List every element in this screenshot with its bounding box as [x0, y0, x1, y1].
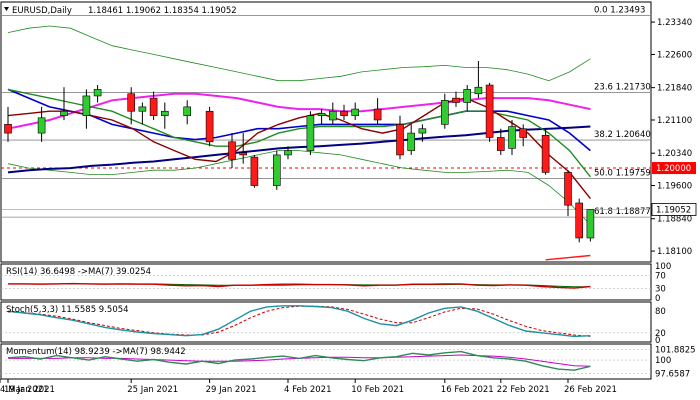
candle-body: [452, 97, 460, 103]
rsi-axis-label: 0: [655, 294, 660, 304]
momentum-line: [7, 350, 591, 371]
candle-body: [418, 128, 427, 134]
current-price-frame: [651, 203, 697, 216]
candle-body: [93, 89, 102, 97]
level-label-1.20000: 1.20000: [656, 164, 691, 174]
candle-body: [183, 106, 191, 116]
rsi-line: [8, 282, 591, 289]
price-tick-label: 1.23340: [657, 18, 692, 28]
rsi-panel: [0, 263, 652, 301]
candle-body: [407, 132, 416, 151]
x-tick-label: 16 Feb 2021: [441, 385, 494, 395]
stoch-label: Stoch(5,3,3) 11.5585 9.5054: [6, 305, 129, 315]
price-tick-label: 1.22600: [657, 50, 692, 60]
candle-body: [463, 89, 472, 103]
x-tick-label: 10 Feb 2021: [351, 385, 404, 395]
price-tick-label: 1.21100: [657, 116, 692, 126]
candle-body: [340, 110, 348, 116]
candle-body: [161, 110, 169, 116]
candle-body: [485, 84, 494, 138]
candle-body: [205, 110, 214, 143]
candle-body: [317, 113, 326, 116]
candle-body: [564, 172, 572, 206]
stoch-axis-label: 20: [655, 329, 666, 339]
candle-body: [396, 124, 404, 156]
candle-body: [82, 95, 91, 116]
symbol-title: EURUSD,Daily: [12, 6, 72, 16]
candle-body: [228, 141, 236, 160]
rsi-label: RSI(14) 36.6498 ->MA(7) 39.0254: [6, 267, 151, 277]
x-tick-label: 19 Jan 2021: [4, 385, 55, 395]
price-tick-label: 1.21840: [657, 84, 692, 94]
stoch-axis-label: 0: [655, 336, 660, 346]
candle-body: [149, 97, 158, 116]
candle-body: [541, 134, 550, 173]
price-axis: 1.23340 1.22600 1.21840 1.21100 1.20340 1.196…: [651, 18, 697, 257]
candle-body: [239, 152, 247, 156]
price-tick-label: 1.18840: [657, 215, 692, 225]
main-panel: [0, 1, 652, 263]
price-tick-label: 1.20340: [657, 149, 692, 159]
price-tick-label: 1.18100: [657, 247, 692, 257]
price-tick-label: 1.19600: [657, 182, 692, 192]
fibo-label: 0.0 1.23493: [594, 5, 645, 15]
candles: [4, 60, 595, 243]
momentum-axis-label: 101.8825: [655, 345, 696, 355]
candle-body: [138, 106, 147, 112]
ohlc-values: 1.18461 1.19062 1.18354 1.19052: [88, 6, 237, 16]
x-tick-label: 25 Jan 2021: [127, 385, 178, 395]
candle-body: [474, 86, 483, 95]
momentum-label: Momentum(14) 98.9239 ->MA(7) 98.9442: [6, 347, 186, 357]
candle-body: [37, 117, 46, 134]
candle-body: [328, 110, 337, 121]
candle-body: [284, 150, 292, 156]
candle-body: [60, 110, 68, 116]
x-tick-label: 4 Feb 2021: [284, 385, 332, 395]
momentum-axis-label: 97.6587: [655, 369, 690, 379]
candle-body: [272, 154, 281, 186]
candle-body: [373, 108, 382, 121]
bollinger-upper: [7, 25, 591, 82]
stoch-panel: [0, 301, 652, 343]
candle-body: [250, 156, 259, 186]
candle-body: [127, 93, 135, 112]
candle-body: [306, 115, 315, 151]
x-axis: 19 Jan 2021 25 Jan 2021 29 Jan 2021 4 Feb 2…: [0, 379, 617, 395]
rsi-axis-label: 100: [655, 262, 671, 272]
candle-body: [586, 209, 595, 239]
stoch-ma-line: [7, 305, 591, 337]
current-price-label-box: [652, 203, 696, 216]
rsi-axis-label: 70: [655, 272, 666, 282]
x-tick-label: 4 Mar 2021: [0, 385, 48, 395]
candle-body: [351, 108, 360, 116]
candle-body: [519, 128, 528, 138]
stoch-line: [7, 305, 591, 338]
symbol-dropdown-icon[interactable]: [4, 7, 9, 11]
rsi-axis-label: 30: [655, 284, 666, 294]
momentum-axis-label: 100: [655, 356, 671, 366]
candle-body: [440, 100, 449, 125]
bollinger-lower: [7, 150, 591, 226]
level-label-1.20000-box: [652, 162, 696, 175]
x-tick-label: 26 Feb 2021: [564, 385, 617, 395]
candle-body: [508, 126, 516, 149]
ma-red-bottom: [545, 254, 591, 261]
fibonacci-levels: 0.0 1.23493 23.6 1.21730 38.2 1.20640 50.0 …: [1, 5, 651, 218]
fibo-label: 50.0 1.19759: [594, 169, 651, 179]
candle-body: [575, 202, 584, 239]
fibo-label: 61.8 1.18877: [594, 207, 651, 217]
x-tick-label: 29 Jan 2021: [206, 385, 257, 395]
x-tick-label: 22 Feb 2021: [497, 385, 550, 395]
current-price-label: 1.19052: [656, 205, 691, 215]
fibo-label: 38.2 1.20640: [594, 130, 651, 140]
candle-body: [4, 124, 12, 134]
stoch-axis-label: 80: [655, 307, 666, 317]
fibo-label: 23.6 1.21730: [594, 82, 651, 92]
candle-body: [496, 137, 505, 151]
